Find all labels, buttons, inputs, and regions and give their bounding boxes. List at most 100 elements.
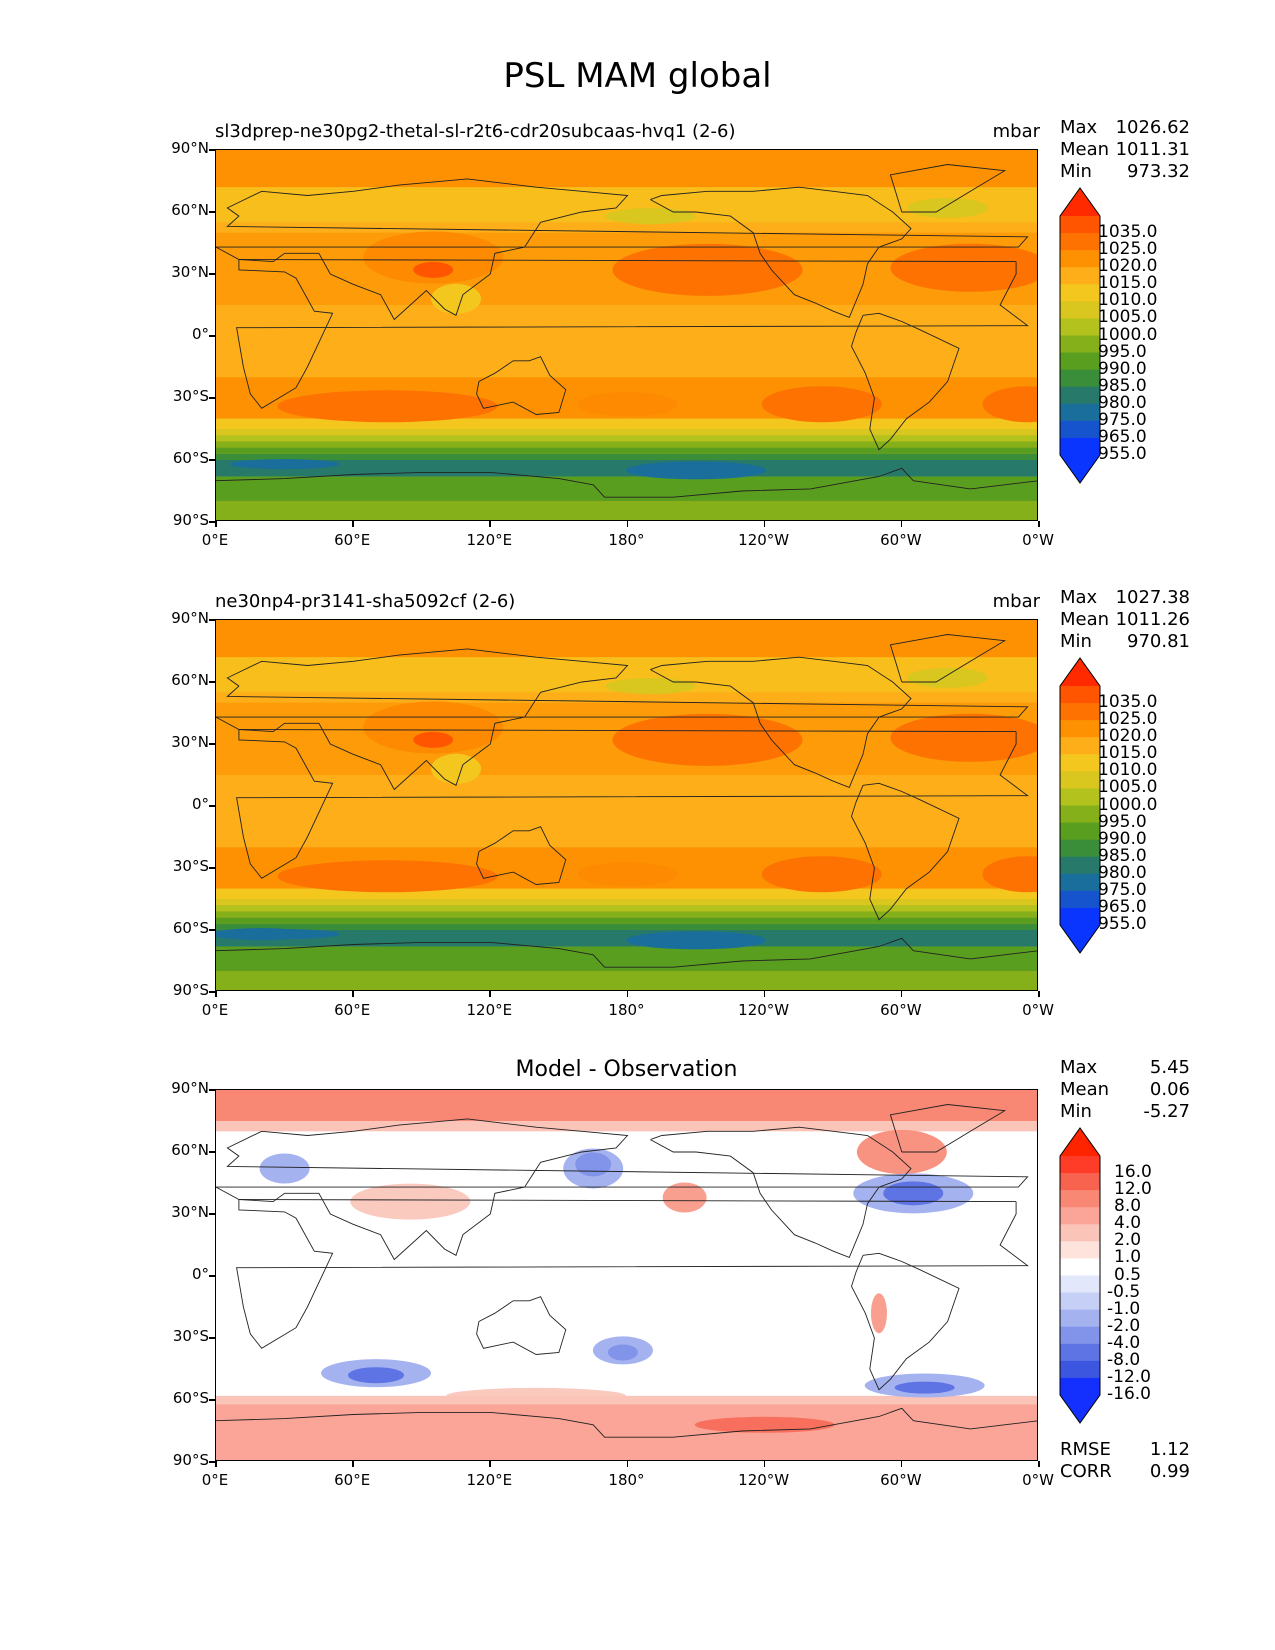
coastline <box>216 178 1029 321</box>
y-tick <box>209 397 215 399</box>
y-tick <box>209 619 215 621</box>
stats-block: Max 1027.38 Mean 1011.26 Min 970.81 <box>1060 587 1190 653</box>
colorbar-segment <box>1060 1377 1100 1396</box>
diff-neg-europe <box>259 1153 310 1184</box>
colorbar-outline <box>1059 187 1101 484</box>
colorbar-label: 1020.0 <box>1098 256 1158 277</box>
high-tasman <box>577 862 678 887</box>
colorbar-segment <box>1060 873 1100 892</box>
colorbar-label: 1015.0 <box>1098 743 1158 764</box>
diff-pos-southern <box>446 1387 627 1404</box>
colorbar-label: 955.0 <box>1098 444 1147 464</box>
colorbar-segment <box>1060 737 1100 755</box>
stat-name: Mean <box>1060 1079 1110 1100</box>
map-field <box>216 620 1037 990</box>
colorbar-segment <box>1060 1173 1100 1191</box>
coastline <box>650 656 912 788</box>
colorbar-segment <box>1060 822 1100 841</box>
x-tick-label: 60°W <box>880 1471 922 1489</box>
low-india-monsoon <box>431 753 482 784</box>
diff-neg-tasman-core <box>607 1344 638 1361</box>
colorbar-segment <box>1060 720 1100 738</box>
x-tick <box>763 991 766 997</box>
colorbar-segment <box>1060 805 1100 824</box>
map-field <box>216 1090 1037 1460</box>
x-tick <box>352 521 354 527</box>
stat-value: 0.99 <box>1149 1461 1190 1482</box>
stat-name: RMSE <box>1060 1439 1111 1460</box>
colorbar-segment <box>1060 686 1100 704</box>
colorbar-label: -4.0 <box>1107 1332 1141 1353</box>
colorbar-label: 1005.0 <box>1098 307 1158 328</box>
field-band-tropics <box>216 305 1037 367</box>
x-tick-label: 120°E <box>466 531 513 549</box>
x-tick-label: 0°E <box>201 1001 229 1019</box>
colorbar-label: 4.0 <box>1114 1213 1142 1234</box>
map-field <box>216 150 1037 520</box>
y-tick <box>209 211 215 213</box>
colorbar-segment <box>1060 216 1100 234</box>
map-plot <box>215 149 1038 521</box>
x-tick-label: 0°E <box>201 531 229 549</box>
field-band-1000 <box>216 429 1037 436</box>
colorbar-segment <box>1060 437 1100 456</box>
colorbar-segment <box>1060 1309 1100 1328</box>
x-tick <box>489 1461 491 1467</box>
y-tick <box>209 1461 215 1463</box>
colorbar-label: 1015.0 <box>1098 273 1158 294</box>
y-tick-label: 0° <box>191 795 209 813</box>
diff-band-arctic <box>216 1090 1037 1121</box>
stat-name: Max <box>1060 117 1098 138</box>
y-tick-label: 0° <box>191 325 209 343</box>
low-indian-southern <box>229 459 340 470</box>
colorbar-label: 965.0 <box>1098 426 1147 447</box>
x-tick <box>1038 991 1040 997</box>
colorbar-label: 8.0 <box>1114 1196 1142 1217</box>
low-amundsen <box>626 461 767 480</box>
coastline <box>851 1252 960 1391</box>
colorbar-segment <box>1060 1258 1100 1277</box>
stat-value: 970.81 <box>1127 631 1190 652</box>
colorbar-label: -12.0 <box>1107 1366 1151 1387</box>
x-tick <box>626 1461 628 1467</box>
field-band-1005 <box>216 418 1037 429</box>
x-tick-label: 0°W <box>1022 1471 1054 1489</box>
stat-name: CORR <box>1060 1461 1112 1482</box>
stat-row: Max 1027.38 <box>1060 587 1190 609</box>
coastline <box>650 186 912 318</box>
panel-units: mbar <box>992 591 1040 612</box>
colorbar-label: 1020.0 <box>1098 726 1158 747</box>
colorbar-label: 980.0 <box>1098 862 1147 883</box>
x-tick <box>215 1461 217 1467</box>
figure-title: PSL MAM global <box>503 56 772 96</box>
stat-value: 1.12 <box>1149 1439 1190 1460</box>
colorbar-segment <box>1060 754 1100 772</box>
stat-value: -5.27 <box>1143 1101 1190 1122</box>
y-tick-label: 90°N <box>171 609 209 627</box>
colorbar-segment <box>1060 352 1100 371</box>
diff-pos-andes <box>870 1293 887 1334</box>
field-band-990 <box>216 911 1037 918</box>
colorbar-segment <box>1060 1326 1100 1345</box>
colorbar-segment <box>1060 1190 1100 1208</box>
colorbar-segment <box>1060 284 1100 302</box>
panel-title: sl3dprep-ne30pg2-thetal-sl-r2t6-cdr20sub… <box>215 121 736 142</box>
colorbar-label: 985.0 <box>1098 375 1147 396</box>
panel-model-a: sl3dprep-ne30pg2-thetal-sl-r2t6-cdr20sub… <box>0 117 1275 561</box>
colorbar-segment <box>1060 233 1100 251</box>
colorbar-label: 0.5 <box>1114 1264 1142 1285</box>
y-tick-label: 30°S <box>172 857 209 875</box>
high-atlantic <box>890 713 1037 762</box>
x-tick-label: 60°W <box>880 531 922 549</box>
y-tick-label: 90°S <box>172 981 209 999</box>
x-tick-label: 180° <box>608 531 645 549</box>
colorbar-label: -2.0 <box>1107 1315 1141 1336</box>
colorbar-label: 1010.0 <box>1098 290 1158 311</box>
field-band-995 <box>216 435 1037 442</box>
field-band-975 <box>216 460 1037 477</box>
y-tick-label: 30°S <box>172 1327 209 1345</box>
colorbar-extend-min <box>1060 1395 1100 1423</box>
coastline <box>889 164 1007 213</box>
diff-neg-nw-pacific-core <box>575 1152 612 1177</box>
y-tick-label: 60°S <box>172 1389 209 1407</box>
